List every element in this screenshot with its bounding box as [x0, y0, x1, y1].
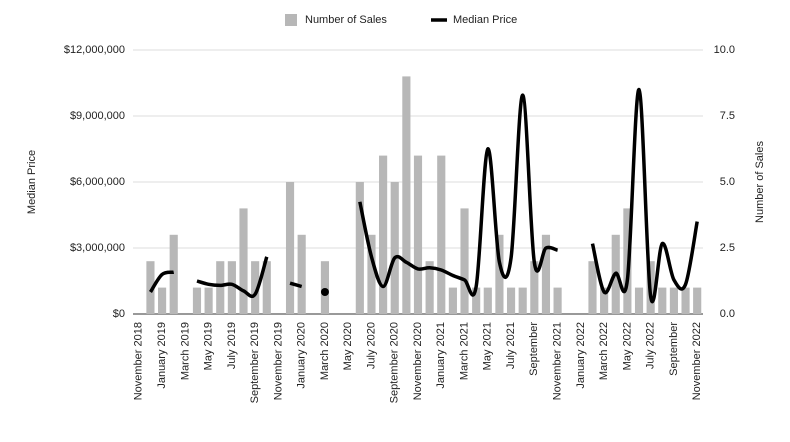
- bar: [693, 287, 702, 314]
- x-tick-label: January 2022: [575, 322, 587, 389]
- bar: [600, 287, 609, 314]
- bar: [437, 155, 446, 314]
- y-tick-label: $9,000,000: [70, 110, 125, 122]
- x-tick-label: November 2018: [133, 322, 145, 400]
- bar: [355, 182, 364, 314]
- x-tick-label: May 2022: [621, 322, 633, 370]
- bar: [495, 234, 504, 314]
- bar: [146, 261, 155, 314]
- x-tick-label: January 2019: [156, 322, 168, 389]
- bar: [320, 261, 330, 314]
- y2-axis-title: Number of Sales: [754, 141, 766, 223]
- bar: [669, 287, 678, 314]
- bar: [425, 261, 434, 314]
- bar: [285, 182, 295, 314]
- x-tick-label: November 2020: [412, 322, 424, 400]
- y2-tick-label: 5.0: [720, 176, 735, 188]
- bar: [472, 287, 481, 314]
- bar: [239, 208, 248, 314]
- line: [148, 270, 175, 293]
- bar: [681, 287, 690, 314]
- y-tick-label: $6,000,000: [70, 176, 125, 188]
- bar: [379, 155, 388, 314]
- x-tick-label: September 2020: [389, 322, 401, 403]
- bar: [402, 76, 411, 315]
- x-tick-label: July 2022: [645, 322, 657, 369]
- x-tick-label: March 2020: [319, 322, 331, 380]
- bar: [216, 261, 225, 314]
- x-tick-label: May 2021: [482, 322, 494, 370]
- x-tick-label: May 2020: [342, 322, 354, 370]
- bar: [483, 287, 492, 314]
- bar: [588, 261, 597, 314]
- x-tick-label: September 2019: [249, 322, 261, 403]
- legend: Number of Sales Median Price: [285, 14, 517, 26]
- legend-label: Number of Sales: [305, 14, 387, 26]
- line: [590, 87, 699, 304]
- line: [358, 93, 559, 297]
- y2-tick-label: 10.0: [714, 44, 735, 56]
- bar: [192, 287, 202, 314]
- bar: [390, 182, 399, 314]
- line: [289, 281, 303, 289]
- x-tick-label: July 2020: [365, 322, 377, 369]
- bar: [413, 155, 423, 314]
- bar: [553, 287, 562, 314]
- bar: [634, 287, 644, 314]
- x-tick-label: November 2022: [691, 322, 703, 400]
- y-tick-label: $0: [113, 308, 125, 320]
- x-tick-label: November 2021: [551, 322, 563, 400]
- legend-swatch: [285, 14, 297, 26]
- x-tick-label: January 2021: [435, 322, 447, 389]
- x-tick-label: March 2021: [458, 322, 470, 380]
- bar: [448, 287, 457, 314]
- bar: [169, 234, 178, 314]
- bar: [460, 208, 469, 314]
- x-tick-label: September: [668, 322, 680, 376]
- y2-tick-label: 0.0: [720, 308, 735, 320]
- x-tick-label: July 2021: [505, 322, 517, 369]
- y2-tick-label: 2.5: [720, 242, 735, 254]
- bar: [158, 287, 167, 314]
- bar: [204, 287, 213, 314]
- legend-label: Median Price: [453, 14, 517, 26]
- bar: [262, 261, 271, 314]
- y-tick-label: $3,000,000: [70, 242, 125, 254]
- bar: [530, 261, 539, 314]
- bar: [506, 287, 516, 314]
- x-tick-label: July 2019: [226, 322, 238, 369]
- y-tick-label: $12,000,000: [64, 44, 125, 56]
- x-tick-label: May 2019: [203, 322, 215, 370]
- y-axis-title: Median Price: [26, 150, 38, 214]
- x-tick-label: November 2019: [272, 322, 284, 400]
- y2-tick-label: 7.5: [720, 110, 735, 122]
- x-tick-label: March 2022: [598, 322, 610, 380]
- x-tick-label: September: [528, 322, 540, 376]
- line: [196, 256, 269, 299]
- bar: [227, 261, 236, 314]
- bar: [658, 287, 667, 314]
- bar: [297, 234, 306, 314]
- x-tick-label: January 2020: [296, 322, 308, 389]
- x-tick-label: March 2019: [179, 322, 191, 380]
- bar: [518, 287, 527, 314]
- bar: [541, 234, 551, 314]
- bar: [367, 234, 376, 314]
- line-point: [320, 288, 329, 296]
- bar: [251, 261, 260, 314]
